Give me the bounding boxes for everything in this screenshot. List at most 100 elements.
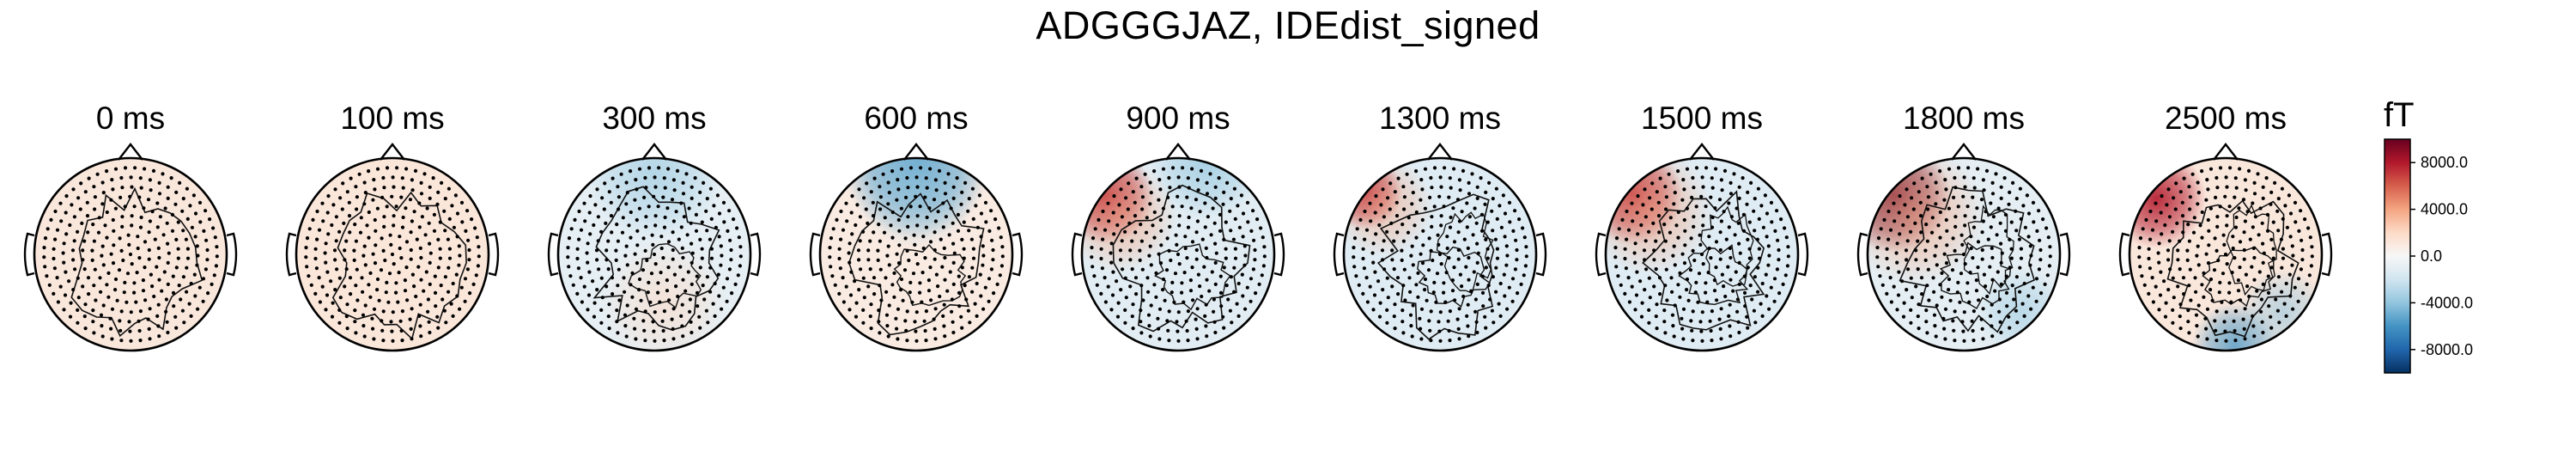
- sensor-dot: [193, 294, 197, 298]
- sensor-dot: [1681, 178, 1686, 182]
- sensor-dot: [1434, 300, 1438, 304]
- sensor-dot: [1464, 265, 1468, 269]
- sensor-dot: [729, 247, 733, 253]
- sensor-dot: [1719, 219, 1723, 223]
- sensor-dot: [594, 248, 599, 253]
- sensor-dot: [1999, 330, 2003, 335]
- sensor-dot: [1918, 200, 1923, 205]
- sensor-dot: [650, 233, 654, 237]
- sensor-dot: [853, 279, 857, 284]
- sensor-dot: [2233, 328, 2237, 333]
- sensor-dot: [1232, 290, 1236, 294]
- sensor-dot: [674, 284, 678, 289]
- sensor-dot: [1458, 272, 1462, 277]
- sensor-dot: [184, 237, 188, 241]
- sensor-dot: [1631, 219, 1635, 223]
- sensor-dot: [1377, 223, 1382, 228]
- sensor-dot: [977, 193, 981, 198]
- sensor-dot: [1952, 195, 1956, 199]
- sensor-dot: [1214, 251, 1218, 255]
- sensor-dot: [899, 277, 904, 282]
- sensor-dot: [2196, 244, 2200, 248]
- sensor-dot: [1175, 242, 1179, 247]
- sensor-dot: [1371, 241, 1376, 246]
- sensor-dot: [945, 289, 950, 293]
- sensor-dot: [1388, 207, 1392, 211]
- sensor-dot: [100, 253, 104, 258]
- sensor-dot: [381, 248, 386, 253]
- sensor-dot: [67, 279, 71, 284]
- sensor-dot: [918, 205, 922, 209]
- sensor-dot: [1437, 329, 1442, 333]
- sensor-dot: [1199, 168, 1204, 173]
- sensor-dot: [614, 248, 618, 253]
- sensor-dot: [586, 308, 590, 312]
- sensor-dot: [1985, 294, 1990, 299]
- sensor-dot: [1756, 266, 1760, 270]
- sensor-dot: [1361, 247, 1365, 251]
- sensor-dot: [2271, 247, 2275, 251]
- sensor-dot: [1889, 300, 1893, 304]
- sensor-dot: [1931, 276, 1935, 280]
- sensor-dot: [960, 266, 964, 270]
- sensor-dot: [670, 317, 674, 321]
- sensor-dot: [133, 166, 137, 170]
- sensor-dot: [1130, 239, 1134, 243]
- sensor-dot: [919, 166, 923, 170]
- sensor-dot: [1428, 195, 1432, 199]
- sensor-dot: [663, 215, 667, 220]
- sensor-dot: [1090, 246, 1094, 250]
- sensor-dot: [383, 258, 387, 263]
- sensor-dot: [2280, 290, 2284, 294]
- sensor-dot: [394, 281, 398, 285]
- sensor-dot: [125, 272, 131, 276]
- sensor-dot: [2243, 219, 2247, 223]
- sensor-dot: [932, 317, 936, 321]
- sensor-dot: [1718, 230, 1722, 235]
- sensor-dot: [1185, 328, 1189, 333]
- sensor-dot: [1429, 248, 1433, 253]
- sensor-dot: [1710, 215, 1715, 220]
- sensor-dot: [345, 302, 349, 307]
- sensor-dot: [1393, 327, 1397, 331]
- sensor-dot: [1111, 211, 1115, 215]
- sensor-dot: [91, 308, 95, 313]
- sensor-dot: [2200, 210, 2204, 215]
- sensor-dot: [158, 215, 162, 219]
- sensor-dot: [682, 215, 687, 219]
- sensor-dot: [367, 235, 371, 240]
- sensor-dot: [450, 204, 454, 208]
- sensor-dot: [143, 167, 147, 171]
- sensor-dot: [215, 254, 219, 259]
- sensor-dot: [1680, 327, 1685, 331]
- sensor-dot: [957, 304, 962, 308]
- sensor-dot: [899, 288, 903, 292]
- sensor-dot: [1194, 257, 1199, 261]
- sensor-dot: [138, 176, 143, 180]
- sensor-dot: [942, 302, 946, 307]
- sensor-dot: [730, 291, 734, 296]
- sensor-dot: [443, 229, 447, 233]
- sensor-dot: [595, 258, 599, 262]
- sensor-dot: [1455, 317, 1460, 321]
- sensor-dot: [1156, 316, 1160, 321]
- sensor-dot: [927, 278, 931, 283]
- sensor-dot: [1225, 180, 1230, 185]
- sensor-dot: [352, 248, 356, 253]
- sensor-dot: [1989, 314, 1993, 318]
- sensor-dot: [390, 252, 395, 257]
- sensor-dot: [653, 339, 657, 343]
- sensor-dot: [1474, 221, 1479, 225]
- sensor-dot: [1944, 187, 1948, 192]
- sensor-dot: [1448, 176, 1452, 180]
- sensor-dot: [1158, 261, 1163, 266]
- sensor-dot: [400, 339, 404, 343]
- sensor-dot: [1668, 230, 1673, 235]
- sensor-dot: [45, 274, 49, 278]
- sensor-dot: [660, 319, 665, 323]
- sensor-dot: [1443, 300, 1448, 304]
- sensor-dot: [451, 314, 455, 318]
- sensor-dot: [715, 193, 720, 198]
- sensor-dot: [1783, 226, 1787, 230]
- sensor-dot: [447, 186, 452, 191]
